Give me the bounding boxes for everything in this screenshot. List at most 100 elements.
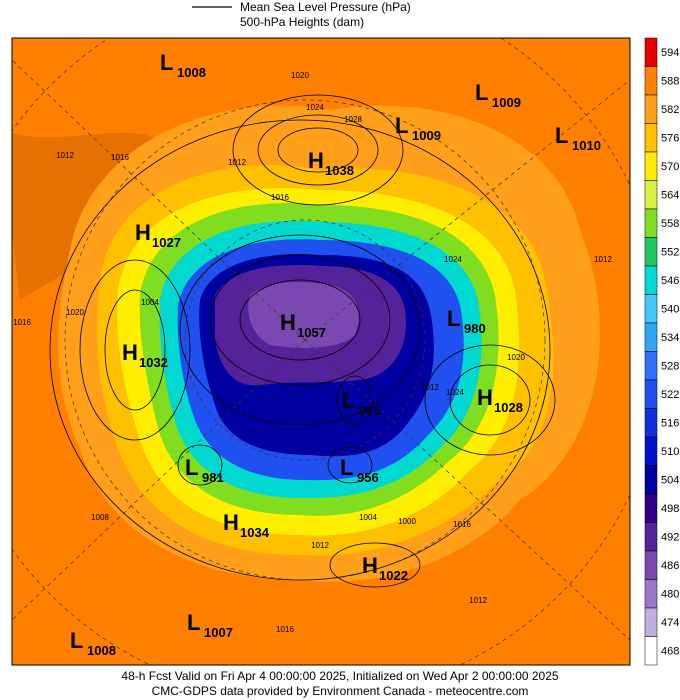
- center-letter: H: [122, 340, 138, 365]
- contour-label: 1012: [311, 541, 329, 550]
- footer-line2: CMC-GDPS data provided by Environment Ca…: [152, 684, 529, 698]
- contour-label: 1016: [453, 520, 471, 529]
- colorbar-cell: [644, 579, 658, 609]
- center-letter: L: [475, 80, 488, 105]
- colorbar-cell: [644, 436, 658, 466]
- colorbar-cell: [644, 379, 658, 409]
- contour-label: 1000: [398, 517, 416, 526]
- center-letter: L: [555, 123, 568, 148]
- colorbar-label: 498: [661, 503, 679, 515]
- colorbar-cell: [644, 465, 658, 495]
- colorbar-label: 480: [661, 589, 679, 601]
- colorbar-label: 516: [661, 418, 679, 430]
- contour-label: 1012: [469, 596, 487, 605]
- legend-fill-label: 500-hPa Heights (dam): [240, 15, 364, 29]
- contour-label: 1012: [421, 383, 439, 392]
- contour-label: 1024: [446, 388, 464, 397]
- colorbar-label: 588: [661, 76, 679, 88]
- center-value: 1022: [379, 568, 408, 583]
- contour-label: 1012: [228, 158, 246, 167]
- center-value: 1028: [494, 400, 523, 415]
- colorbar-label: 552: [661, 247, 679, 259]
- contour-label: 1020: [507, 353, 525, 362]
- contour-label: 1016: [271, 193, 289, 202]
- colorbar-label: 510: [661, 446, 679, 458]
- center-value: 1008: [87, 643, 116, 658]
- colorbar-label: 558: [661, 218, 679, 230]
- colorbar-label: 528: [661, 361, 679, 373]
- colorbar-label: 564: [661, 190, 679, 202]
- footer-line1: 48-h Fcst Valid on Fri Apr 4 00:00:00 20…: [121, 669, 559, 683]
- center-letter: L: [342, 388, 355, 413]
- center-value: 1038: [325, 163, 354, 178]
- center-letter: L: [340, 455, 353, 480]
- center-value: 1007: [204, 625, 233, 640]
- height-486: [248, 282, 359, 348]
- center-value: 1032: [139, 355, 168, 370]
- center-letter: H: [362, 553, 378, 578]
- colorbar-label: 468: [661, 646, 679, 658]
- map-frame: [11, 37, 631, 666]
- colorbar-cell: [644, 66, 658, 96]
- center-letter: L: [447, 306, 460, 331]
- colorbar-label: 546: [661, 275, 679, 287]
- contour-label: 1004: [141, 298, 159, 307]
- colorbar-cell: [644, 322, 658, 352]
- colorbar-cell: [644, 151, 658, 181]
- center-letter: L: [160, 50, 173, 75]
- center-letter: L: [70, 628, 83, 653]
- center-letter: H: [280, 310, 296, 335]
- center-value: 956: [357, 470, 379, 485]
- center-value: 981: [202, 470, 224, 485]
- colorbar-cell: [644, 180, 658, 210]
- center-letter: L: [187, 610, 200, 635]
- colorbar-label: 540: [661, 304, 679, 316]
- colorbar-cell: [644, 351, 658, 381]
- center-letter: L: [395, 113, 408, 138]
- center-value: 1008: [177, 65, 206, 80]
- colorbar-cell: [644, 208, 658, 238]
- center-value: 980: [464, 321, 486, 336]
- contour-label: 1016: [276, 625, 294, 634]
- colorbar-cell: [644, 37, 658, 67]
- contour-label: 1008: [91, 513, 109, 522]
- center-value: 1057: [297, 325, 326, 340]
- colorbar-label: 534: [661, 332, 679, 344]
- colorbar-cell: [644, 123, 658, 153]
- colorbar-cell: [644, 607, 658, 637]
- isobars: [49, 94, 556, 588]
- colorbar-cell: [644, 265, 658, 295]
- center-value: 1009: [492, 95, 521, 110]
- center-value: 953: [359, 403, 381, 418]
- contour-label: 1024: [444, 255, 462, 264]
- center-letter: H: [477, 385, 493, 410]
- center-letter: H: [308, 148, 324, 173]
- contour-label: 1024: [306, 103, 324, 112]
- colorbar-label: 582: [661, 104, 679, 116]
- contour-label: 1004: [359, 513, 377, 522]
- colorbar-label: 492: [661, 532, 679, 544]
- graticule: [12, 38, 630, 665]
- center-letter: H: [135, 220, 151, 245]
- center-letter: H: [223, 510, 239, 535]
- center-value: 1009: [412, 128, 441, 143]
- colorbar-label: 594: [661, 47, 679, 59]
- colorbar-label: 522: [661, 389, 679, 401]
- contour-label: 1016: [111, 153, 129, 162]
- colorbar-cell: [644, 237, 658, 267]
- colorbar-cell: [644, 636, 658, 666]
- center-value: 1010: [572, 138, 601, 153]
- center-letter: L: [185, 455, 198, 480]
- colorbar-label: 474: [661, 617, 679, 629]
- contour-label: 1016: [13, 318, 31, 327]
- colorbar-label: 504: [661, 475, 679, 487]
- center-value: 1027: [152, 235, 181, 250]
- colorbar-cell: [644, 493, 658, 523]
- contour-label: 1012: [594, 255, 612, 264]
- colorbar-cell: [644, 408, 658, 438]
- contour-label: 1028: [344, 115, 362, 124]
- legend-line-label: Mean Sea Level Pressure (hPa): [240, 0, 411, 14]
- center-value: 1034: [240, 525, 270, 540]
